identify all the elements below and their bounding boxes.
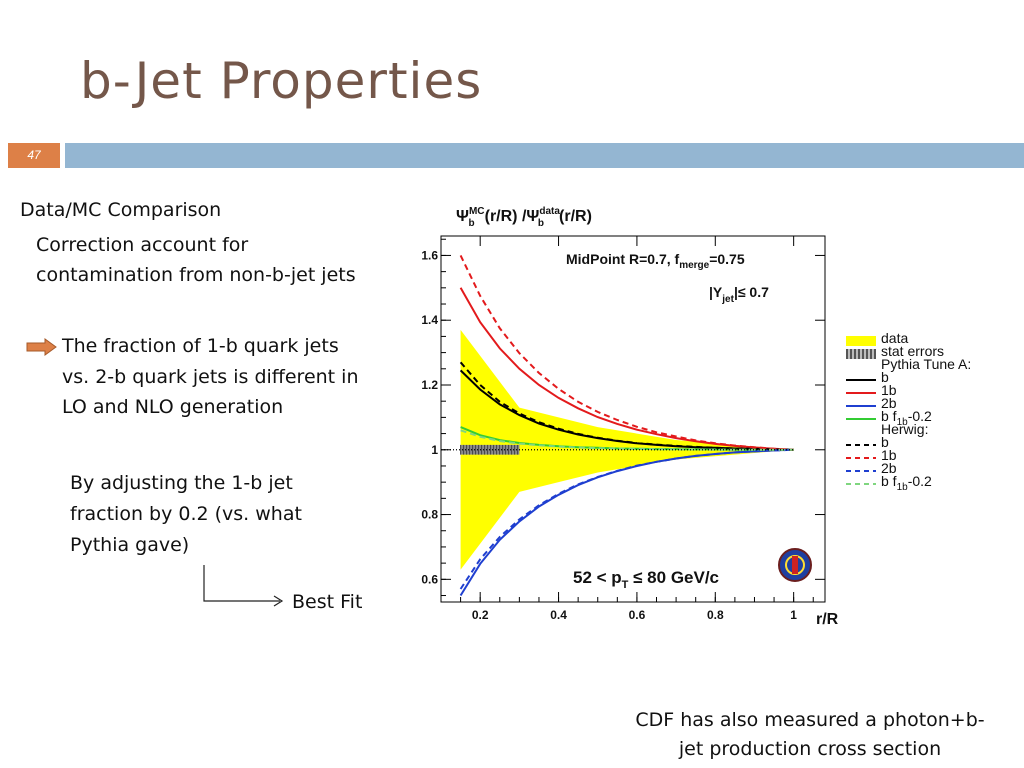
title-mc: MC — [469, 206, 485, 217]
slide-title: b-Jet Properties — [80, 52, 483, 110]
footnote-line1: CDF has also measured a photon+b- — [635, 709, 985, 731]
right-arrow-icon — [26, 338, 57, 356]
x-tick-label: 0.2 — [472, 608, 489, 622]
bullet-fraction-line2: vs. 2-b quark jets is different in — [62, 366, 359, 388]
y-tick-label: 0.6 — [421, 572, 438, 586]
bullet-adjust-line3: Pythia gave) — [70, 534, 190, 556]
annotation-rapidity: |Yjet|≤ 0.7 — [709, 284, 769, 305]
title-data: data — [539, 206, 560, 217]
title-b2: b — [538, 218, 544, 229]
plot-frame — [440, 235, 826, 603]
title-psi: Ψ — [456, 208, 469, 225]
x-tick-label: 0.6 — [629, 608, 646, 622]
annotation-midpoint: MidPoint R=0.7, fmerge=0.75 — [566, 251, 745, 271]
x-tick-label: 0.4 — [550, 608, 567, 622]
bullet-fraction-line1: The fraction of 1-b quark jets — [62, 335, 339, 357]
title-mid: (r/R) /Ψ — [485, 208, 540, 225]
bracket-arrow-icon — [203, 565, 284, 607]
y-tick-label: 1.4 — [421, 313, 438, 327]
chart-title: ΨMC b (r/R) /Ψdata b (r/R) — [456, 206, 592, 229]
best-fit-label: Best Fit — [292, 591, 363, 613]
title-b1: b — [469, 218, 475, 229]
slide-number-box: 47 — [8, 143, 60, 168]
bullet-data-mc: Data/MC Comparison — [20, 199, 222, 221]
bullet-correction-line1: Correction account for — [36, 234, 249, 256]
cdf-logo-icon — [778, 548, 812, 582]
series-line-herwig-b — [459, 361, 794, 451]
annotation-pt-range: 52 < pT ≤ 80 GeV/c — [573, 568, 719, 591]
series-line-herwig-1b — [459, 254, 794, 451]
x-tick-label: 0.8 — [707, 608, 724, 622]
y-tick-label: 0.8 — [421, 508, 438, 522]
x-axis-label: r/R — [816, 611, 839, 628]
y-tick-label: 1.2 — [421, 378, 438, 392]
series-line-herwig-2b — [459, 448, 794, 590]
series-line-pythia-1b — [459, 287, 794, 451]
y-tick-label: 1.6 — [421, 248, 438, 262]
bullet-adjust-line1: By adjusting the 1-b jet — [70, 472, 293, 494]
bullet-correction-line2: contamination from non-b-jet jets — [36, 264, 356, 286]
header-bar — [65, 143, 1024, 168]
bullet-adjust-line2: fraction by 0.2 (vs. what — [70, 503, 302, 525]
y-tick-label: 1 — [431, 443, 438, 457]
bullet-fraction-line3: LO and NLO generation — [62, 396, 284, 418]
slide-number: 47 — [27, 148, 41, 162]
x-tick-label: 1 — [790, 608, 797, 622]
title-end: (r/R) — [559, 208, 592, 225]
footnote-line2: jet production cross section — [678, 738, 942, 760]
